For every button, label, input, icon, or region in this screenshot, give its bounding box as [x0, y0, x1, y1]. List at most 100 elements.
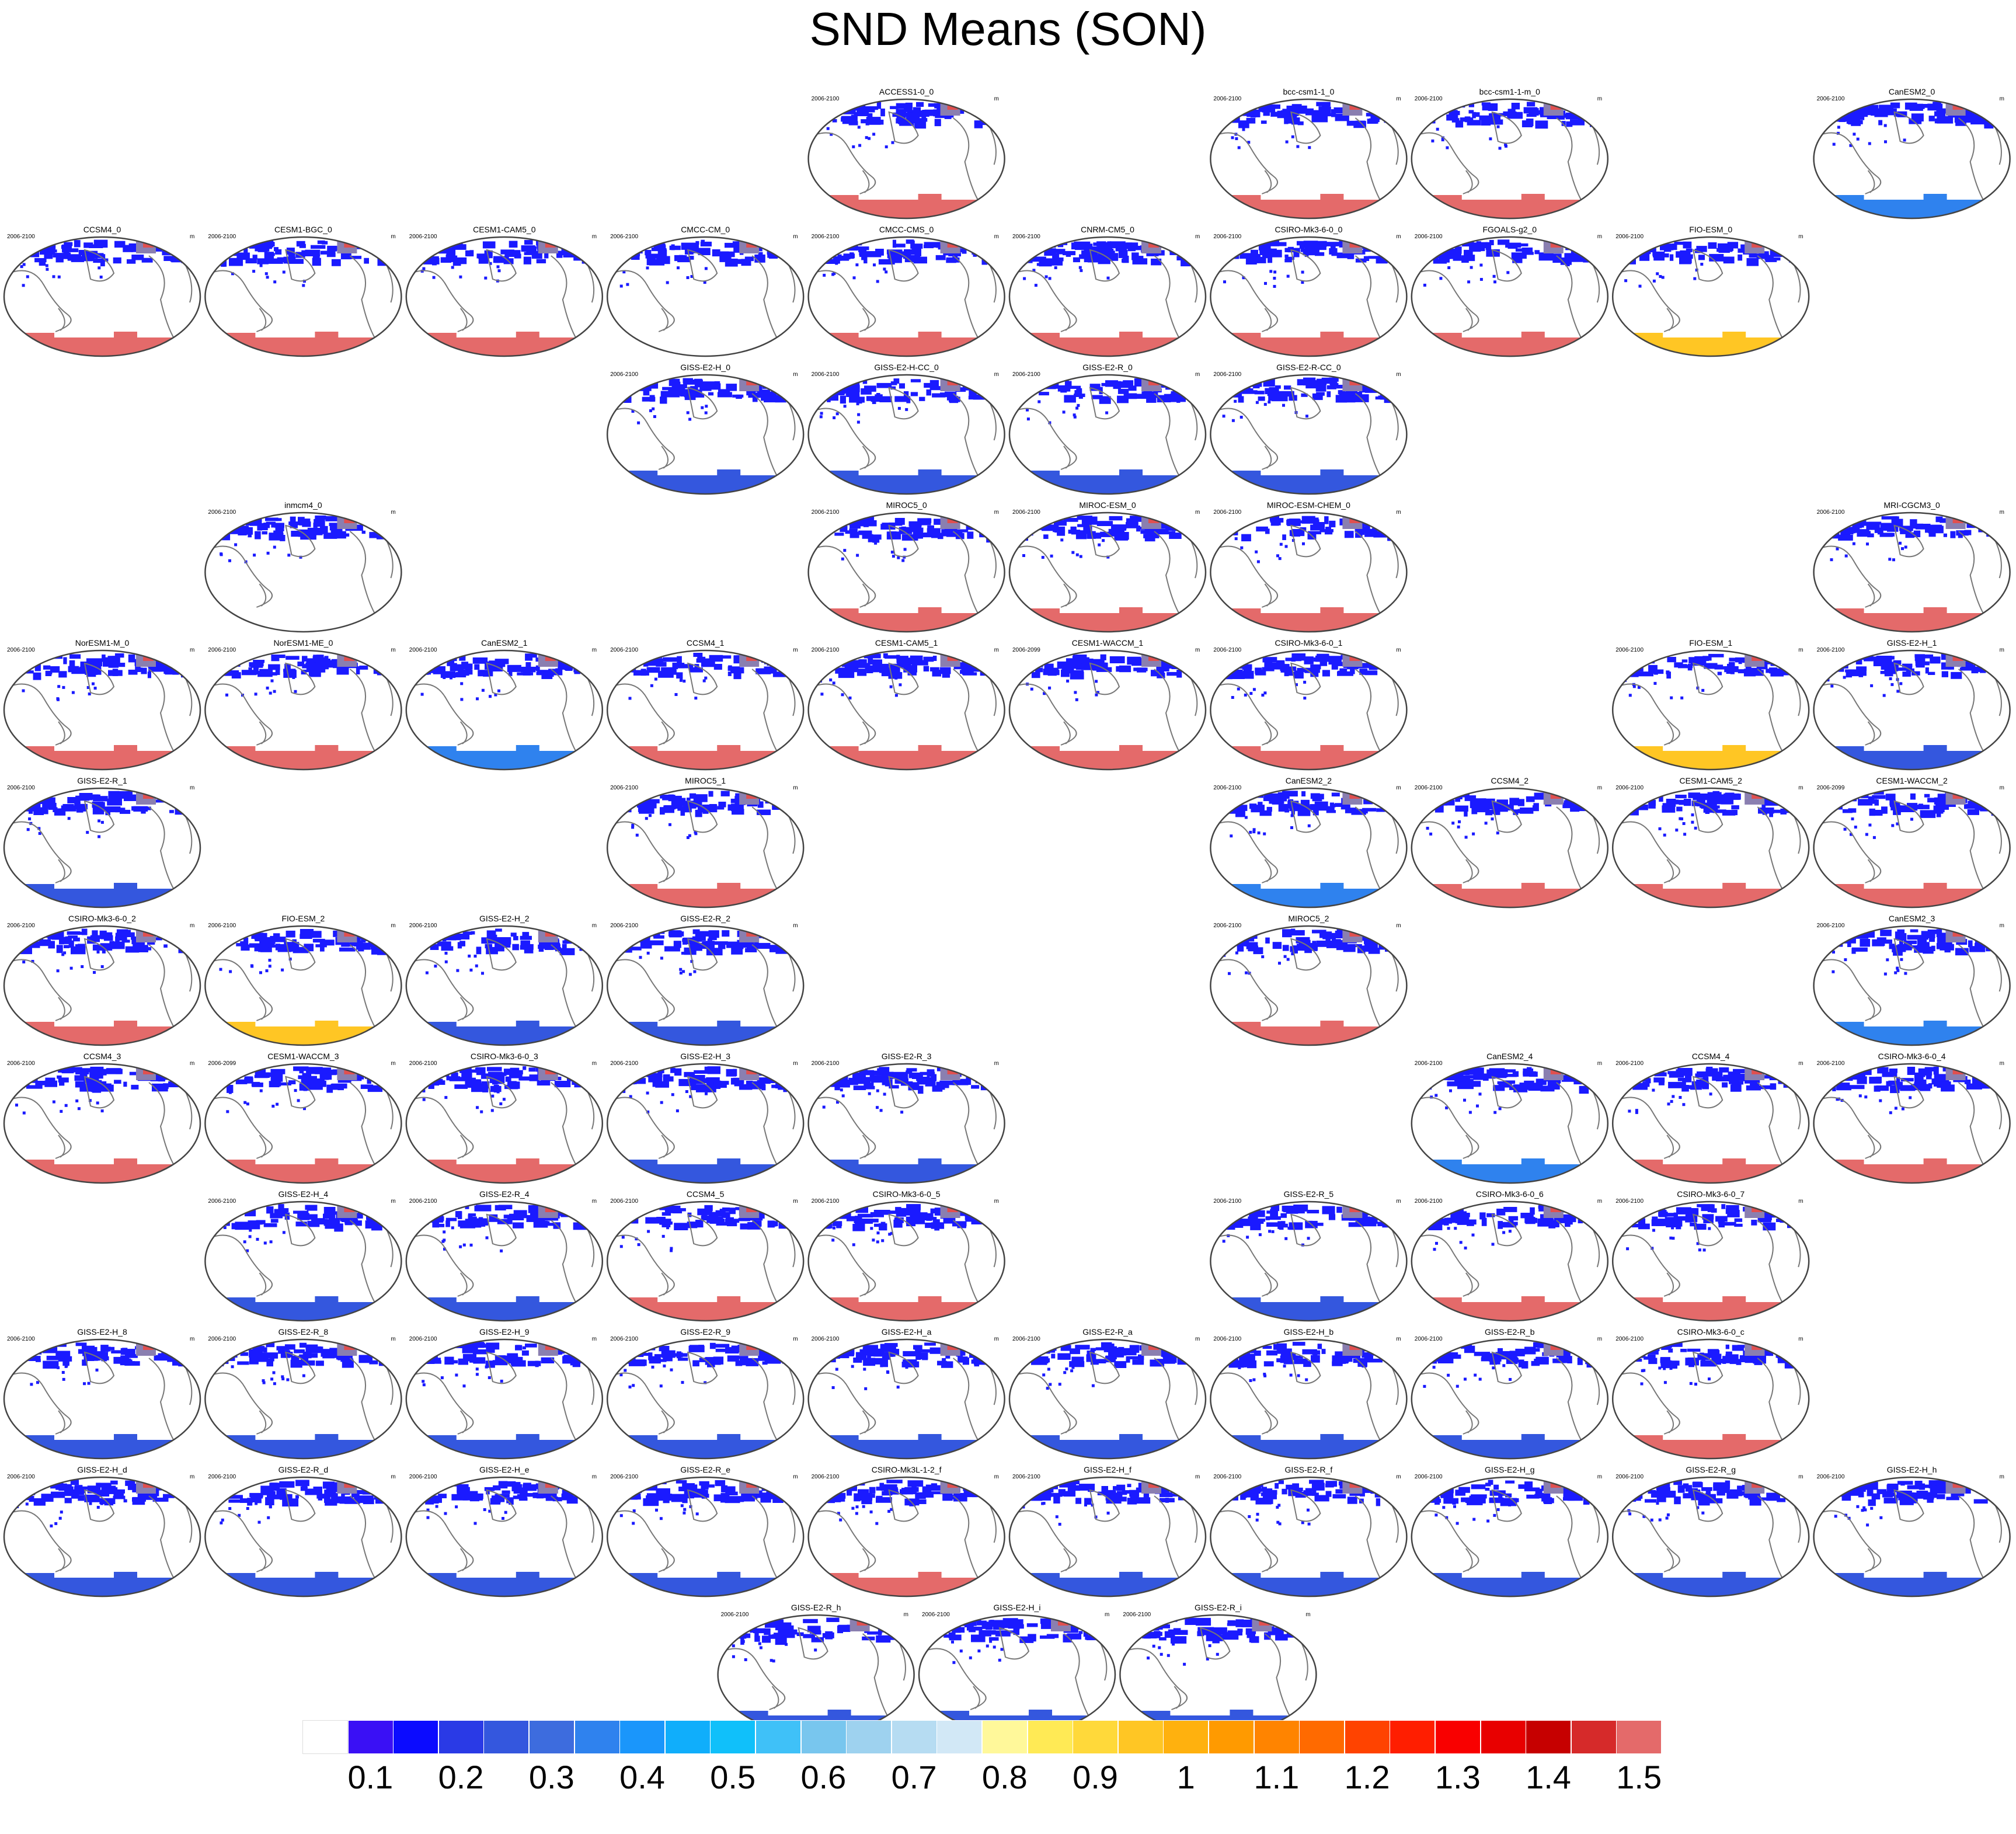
colorbar-swatch	[664, 1720, 711, 1754]
map-panel-giss-e2-r-b: GISS-E2-R_b 2006-2100 m	[1411, 1327, 1609, 1460]
panel-title: GISS-E2-R_2	[680, 914, 730, 923]
panel-period: 2006-2100	[7, 647, 35, 653]
panel-period: 2006-2100	[208, 923, 236, 929]
panel-period: 2006-2100	[1213, 1198, 1241, 1205]
panel-period: 2006-2100	[721, 1612, 749, 1618]
map-panel-csiro-mk3-6-0-3: CSIRO-Mk3-6-0_3 2006-2100 m	[405, 1052, 604, 1184]
panel-period: 2006-2100	[409, 1198, 437, 1205]
panel-period: 2006-2100	[7, 923, 35, 929]
panel-period: 2006-2100	[208, 234, 236, 240]
globe-outline	[1411, 98, 1609, 220]
panel-period: 2006-2100	[610, 1060, 638, 1067]
map-panel-csiro-mk3-6-0-4: CSIRO-Mk3-6-0_4 2006-2100 m	[1813, 1052, 2011, 1184]
panel-unit: m	[592, 1198, 597, 1205]
globe-outline	[204, 236, 402, 357]
map-panel-giss-e2-h-i: GISS-E2-H_i 2006-2100 m	[918, 1603, 1116, 1735]
map-panel-noresm1-me-0: NorESM1-ME_0 2006-2100 m	[204, 638, 402, 771]
panel-period: 2006-2100	[1123, 1612, 1151, 1618]
map-panel-giss-e2-r-g: GISS-E2-R_g 2006-2100 m	[1611, 1465, 1810, 1598]
panel-period: 2006-2100	[1615, 1060, 1644, 1067]
map-panel-giss-e2-r-e: GISS-E2-R_e 2006-2100 m	[606, 1465, 805, 1598]
map-panel-cmcc-cm-0: CMCC-CM_0 2006-2100 m	[606, 225, 805, 357]
globe-outline	[204, 1200, 402, 1322]
map-panel-giss-e2-r-8: GISS-E2-R_8 2006-2100 m	[204, 1327, 402, 1460]
panel-period: 2006-2100	[1817, 647, 1845, 653]
globe-outline	[204, 511, 402, 633]
globe-outline	[1411, 787, 1609, 909]
map-panel-cesm1-cam5-0: CESM1-CAM5_0 2006-2100 m	[405, 225, 604, 357]
panel-period: 2006-2100	[1012, 509, 1040, 516]
panel-title: GISS-E2-R_f	[1285, 1465, 1333, 1474]
colorbar-swatch	[1435, 1720, 1481, 1754]
panel-title: inmcm4_0	[284, 500, 322, 510]
map-panel-giss-e2-h-0: GISS-E2-H_0 2006-2100 m	[606, 363, 805, 495]
panel-title: CanESM2_1	[481, 638, 528, 648]
panel-period: 2006-2100	[7, 1336, 35, 1342]
map-panel-giss-e2-r-h: GISS-E2-R_h 2006-2100 m	[717, 1603, 915, 1735]
globe-outline	[3, 1063, 201, 1184]
globe-outline	[3, 1338, 201, 1460]
colorbar-tick-label: 0.1	[347, 1759, 394, 1795]
panel-period: 2006-2100	[1012, 1474, 1040, 1480]
panel-period: 2006-2100	[1817, 509, 1845, 516]
map-panel-cesm1-cam5-1: CESM1-CAM5_1 2006-2100 m	[807, 638, 1005, 771]
map-panel-noresm1-m-0: NorESM1-M_0 2006-2100 m	[3, 638, 201, 771]
panel-unit: m	[592, 1336, 597, 1342]
panel-unit: m	[592, 1060, 597, 1067]
panel-period: 2006-2100	[812, 509, 840, 516]
panel-unit: m	[1396, 234, 1401, 240]
globe-outline	[1611, 1338, 1810, 1460]
panel-period: 2006-2100	[7, 785, 35, 791]
panel-title: GISS-E2-H_a	[882, 1327, 932, 1337]
panel-period: 2006-2100	[1615, 234, 1644, 240]
colorbar-tick-label: 1.3	[1434, 1759, 1481, 1795]
panel-period: 2006-2099	[208, 1060, 236, 1067]
panel-title: CanESM2_4	[1486, 1052, 1533, 1061]
colorbar-tick-label: 0.8	[981, 1759, 1028, 1795]
map-panel-fio-esm-0: FIO-ESM_0 2006-2100 m	[1611, 225, 1810, 357]
globe-outline	[606, 925, 805, 1046]
globe-outline	[606, 1063, 805, 1184]
panel-unit: m	[1798, 1060, 1803, 1067]
panel-unit: m	[1798, 785, 1803, 791]
panel-period: 2006-2100	[1415, 785, 1443, 791]
panel-unit: m	[2000, 647, 2004, 653]
panel-title: CESM1-CAM5_1	[875, 638, 938, 648]
panel-title: FIO-ESM_1	[1689, 638, 1732, 648]
panel-title: GISS-E2-R_8	[278, 1327, 329, 1337]
globe-outline	[204, 1476, 402, 1598]
panel-period: 2006-2100	[1012, 1336, 1040, 1342]
map-panel-giss-e2-h-g: GISS-E2-H_g 2006-2100 m	[1411, 1465, 1609, 1598]
colorbar-swatch	[936, 1720, 983, 1754]
panel-unit: m	[1396, 96, 1401, 102]
panel-unit: m	[190, 1474, 194, 1480]
globe-outline	[405, 925, 604, 1046]
globe-outline	[1611, 236, 1810, 357]
panel-period: 2006-2100	[610, 371, 638, 378]
panel-title: GISS-E2-H-CC_0	[874, 363, 939, 372]
globe-outline	[204, 1338, 402, 1460]
panel-title: CNRM-CM5_0	[1081, 225, 1134, 234]
panel-period: 2006-2100	[1213, 923, 1241, 929]
panel-title: MIROC5_0	[886, 500, 927, 510]
panel-title: GISS-E2-H_g	[1485, 1465, 1535, 1474]
map-panel-giss-e2-r-a: GISS-E2-R_a 2006-2100 m	[1008, 1327, 1207, 1460]
colorbar-swatch	[982, 1720, 1028, 1754]
globe-outline	[807, 649, 1005, 771]
colorbar-tick-label: 0.3	[528, 1759, 574, 1795]
globe-outline	[807, 1338, 1005, 1460]
panel-unit: m	[1396, 1336, 1401, 1342]
map-panel-canesm2-3: CanESM2_3 2006-2100 m	[1813, 914, 2011, 1046]
globe-outline	[807, 1476, 1005, 1598]
panel-period: 2006-2100	[409, 923, 437, 929]
panel-period: 2006-2100	[409, 1474, 437, 1480]
colorbar-swatch	[529, 1720, 575, 1754]
panel-period: 2006-2100	[1817, 1060, 1845, 1067]
globe-outline	[606, 236, 805, 357]
panel-title: CESM1-BGC_0	[274, 225, 332, 234]
globe-outline	[1611, 1200, 1810, 1322]
panel-unit: m	[1597, 1474, 1602, 1480]
panel-period: 2006-2100	[1213, 647, 1241, 653]
panel-unit: m	[592, 647, 597, 653]
map-panel-cesm1-waccm-1: CESM1-WACCM_1 2006-2099 m	[1008, 638, 1207, 771]
